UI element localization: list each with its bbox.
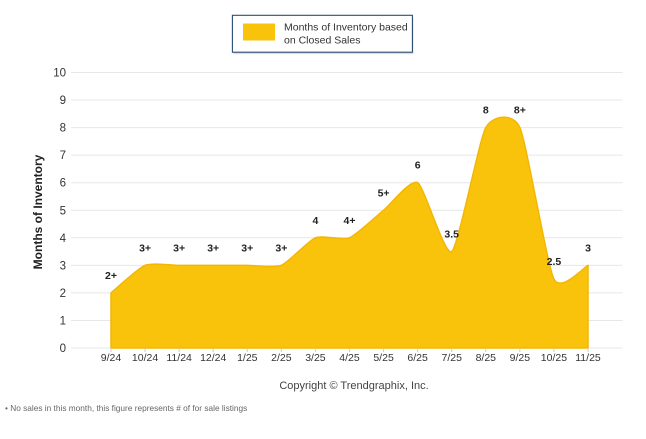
svg-text:8: 8 [60,123,66,135]
svg-text:3: 3 [585,242,591,254]
svg-text:10/24: 10/24 [132,352,158,364]
svg-text:2/25: 2/25 [271,352,292,364]
svg-text:7: 7 [60,150,66,162]
svg-text:3: 3 [60,260,66,272]
svg-text:8+: 8+ [514,105,526,117]
svg-text:4/25: 4/25 [339,352,360,364]
svg-text:4: 4 [60,233,67,245]
svg-text:6: 6 [60,178,66,190]
svg-text:10/25: 10/25 [541,352,567,364]
svg-text:4: 4 [313,215,319,227]
svg-text:9: 9 [60,95,66,107]
svg-text:10: 10 [53,68,66,80]
svg-text:Months of Inventory: Months of Inventory [31,154,45,269]
svg-text:6: 6 [415,160,421,172]
svg-text:3+: 3+ [173,242,185,254]
svg-text:on Closed Sales: on Closed Sales [284,35,360,47]
svg-text:12/24: 12/24 [200,352,226,364]
svg-text:5/25: 5/25 [373,352,394,364]
svg-text:3+: 3+ [241,242,253,254]
svg-text:11/25: 11/25 [575,352,601,364]
svg-text:3/25: 3/25 [305,352,326,364]
svg-text:5+: 5+ [378,187,390,199]
svg-text:2.5: 2.5 [547,256,562,268]
svg-text:9/24: 9/24 [101,352,122,364]
svg-text:• No sales in this month, this: • No sales in this month, this figure re… [5,403,247,413]
svg-text:1/25: 1/25 [237,352,258,364]
svg-text:3+: 3+ [139,242,151,254]
svg-text:3.5: 3.5 [444,229,459,241]
svg-text:Months of Inventory based: Months of Inventory based [284,22,408,34]
svg-text:0: 0 [60,343,66,355]
svg-text:3+: 3+ [207,242,219,254]
svg-text:6/25: 6/25 [407,352,428,364]
svg-text:8: 8 [483,105,489,117]
svg-text:1: 1 [60,315,66,327]
svg-text:5: 5 [60,205,66,217]
svg-text:Copyright © Trendgraphix, Inc.: Copyright © Trendgraphix, Inc. [279,380,428,392]
svg-text:2: 2 [60,288,66,300]
svg-text:8/25: 8/25 [476,352,497,364]
svg-text:9/25: 9/25 [510,352,531,364]
svg-text:11/24: 11/24 [166,352,192,364]
svg-text:4+: 4+ [344,215,356,227]
svg-text:2+: 2+ [105,270,117,282]
svg-text:7/25: 7/25 [441,352,462,364]
svg-text:3+: 3+ [275,242,287,254]
